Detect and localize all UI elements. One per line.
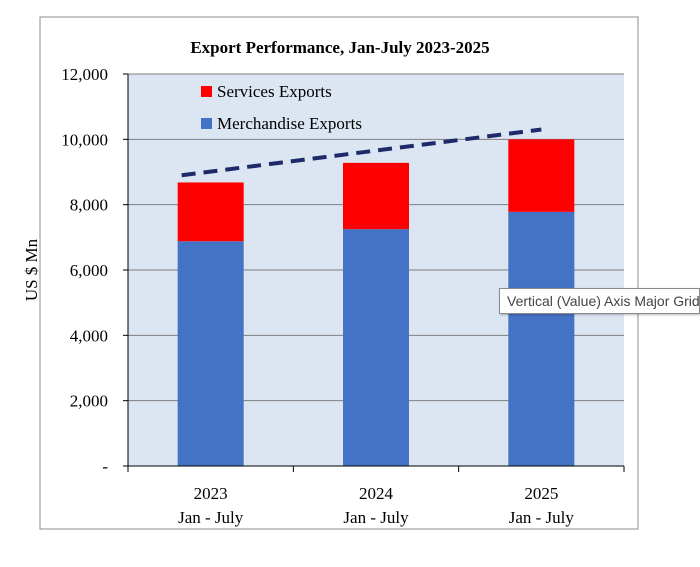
gridline-tooltip: Vertical (Value) Axis Major Gridlines [499,288,700,314]
trendline[interactable] [181,127,542,178]
bar-merchandise-exports-2023[interactable] [177,241,244,466]
y-tick-label[interactable]: 8,000 [70,196,108,215]
x-tick-label-period[interactable]: Jan - July [343,508,409,527]
y-tick-label[interactable]: 4,000 [70,326,108,345]
legend-swatch-services-exports [201,86,212,97]
legend-swatch-merchandise-exports [201,118,212,129]
y-tick-label[interactable]: 6,000 [70,261,108,280]
x-tick-label-period[interactable]: Jan - July [509,508,575,527]
y-tick-label[interactable]: 12,000 [61,65,108,84]
x-tick-label-period[interactable]: Jan - July [178,508,244,527]
y-tick-label[interactable]: 10,000 [61,130,108,149]
x-tick-label-year[interactable]: 2025 [524,484,558,503]
bar-merchandise-exports-2024[interactable] [343,229,409,466]
bar-services-exports-2023[interactable] [177,182,244,242]
x-tick-label-year[interactable]: 2024 [359,484,394,503]
bar-services-exports-2024[interactable] [343,162,409,230]
y-tick-label[interactable]: 2,000 [70,392,108,411]
bar-services-exports-2025[interactable] [508,139,575,212]
x-tick-label-year[interactable]: 2023 [194,484,228,503]
bars-group [177,139,575,466]
y-tick-label[interactable]: - [102,457,108,476]
x-tick-labels: 2023 Jan - July 2024 Jan - July 2025 Jan - Ju… [127,466,625,527]
bar-merchandise-exports-2025[interactable] [508,211,575,466]
chart-title[interactable]: Export Performance, Jan-July 2023-2025 [190,38,489,57]
legend[interactable]: Services Exports Merchandise Exports [201,82,362,133]
legend-label-merchandise-exports[interactable]: Merchandise Exports [217,114,362,133]
y-tick-labels: - 2,000 4,000 6,000 8,000 10,000 12,000 [61,65,128,476]
legend-label-services-exports[interactable]: Services Exports [217,82,332,101]
y-axis-title[interactable]: US $ Mn [22,238,41,301]
